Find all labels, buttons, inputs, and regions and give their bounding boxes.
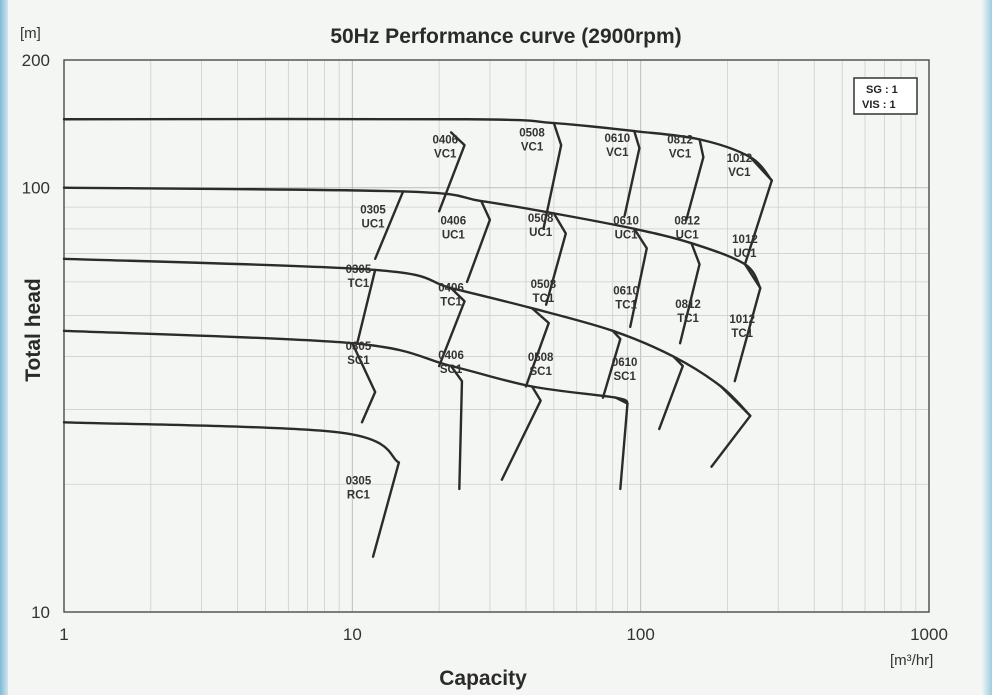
model-label: 0812 UC1 [674, 215, 700, 241]
model-label: 0610 SC1 [612, 357, 638, 383]
model-boundary-curve [449, 364, 464, 491]
model-label: 0610 VC1 [605, 133, 631, 159]
x-unit-label: [m³/hr] [890, 652, 933, 669]
model-boundary-curve [743, 156, 774, 266]
model-label: 0305 TC1 [346, 264, 372, 290]
legend-vis: VIS : 1 [862, 99, 896, 111]
frame-edge-right [982, 0, 992, 695]
y-tick-label: 200 [22, 51, 50, 70]
y-unit-label: [m] [20, 25, 41, 42]
model-label: 0508 TC1 [531, 279, 557, 305]
model-boundary-curve [685, 138, 705, 222]
model-boundary-curve [371, 461, 401, 558]
model-label: 0305 RC1 [346, 475, 372, 501]
legend-sg: SG : 1 [866, 84, 898, 96]
curves [62, 117, 774, 558]
model-label: 0406 TC1 [438, 282, 464, 308]
performance-curve [62, 186, 762, 290]
x-tick-label: 1000 [910, 625, 948, 644]
model-boundary-curve [710, 385, 752, 468]
legend-box: SG : 1 VIS : 1 [853, 77, 918, 115]
model-label: 0812 TC1 [675, 299, 701, 325]
model-boundary-curve [629, 227, 648, 329]
model-boundary-curve [351, 342, 377, 424]
model-label: 1012 TC1 [729, 314, 755, 340]
performance-curve [62, 117, 774, 182]
model-label: 0508 SC1 [528, 352, 554, 378]
model-boundary-curve [733, 263, 762, 383]
model-label: 0508 UC1 [528, 213, 554, 239]
x-axis-title: Capacity [439, 667, 527, 690]
model-label: 0610 TC1 [613, 286, 639, 312]
y-tick-label: 100 [22, 179, 50, 198]
model-boundary-curve [373, 190, 405, 260]
plot-frame [63, 59, 930, 613]
model-label: 1012 UC1 [732, 234, 758, 260]
model-boundary-curve [601, 329, 622, 399]
model-boundary-curve [500, 385, 542, 481]
model-boundary-curve [623, 129, 641, 217]
y-tick-label: 10 [31, 603, 50, 622]
performance-curve [62, 421, 401, 464]
model-boundary-curve [544, 212, 568, 306]
model-label: 0406 VC1 [432, 135, 458, 161]
model-label: 0508 VC1 [519, 128, 545, 154]
performance-curve [62, 257, 752, 418]
model-boundary-curve [437, 286, 466, 368]
model-boundary-curve [678, 242, 701, 345]
x-tick-label: 100 [626, 625, 654, 644]
legend-frame [853, 77, 918, 115]
grid [64, 60, 929, 612]
ticks: 1 10 100 1000 10 100 200 [22, 51, 948, 644]
model-label: 0406 SC1 [438, 350, 464, 376]
chart-title: 50Hz Performance curve (2900rpm) [330, 25, 681, 48]
model-label: 0305 SC1 [346, 341, 372, 367]
frame-edge-left [0, 0, 8, 695]
model-boundary-curve [542, 121, 563, 231]
model-label: 0610 UC1 [613, 215, 639, 241]
model-boundary-curve [524, 307, 550, 388]
model-label: 1012 VC1 [727, 153, 753, 179]
model-boundary-curve [465, 199, 492, 284]
x-tick-label: 10 [343, 625, 362, 644]
model-label: 0305 UC1 [360, 204, 386, 230]
model-boundary-curve [356, 268, 377, 345]
y-axis-title: Total head [22, 278, 45, 381]
x-tick-label: 1 [59, 625, 68, 644]
model-label: 0812 VC1 [667, 135, 693, 161]
model-label: 0406 UC1 [441, 215, 467, 241]
curve-labels: 0406 VC1 0508 VC1 0610 VC1 0812 VC1 1012 VC1 0305 U… [346, 128, 758, 502]
model-boundary-curve [614, 396, 629, 491]
model-boundary-curve [658, 355, 684, 431]
model-boundary-curve [437, 131, 466, 213]
